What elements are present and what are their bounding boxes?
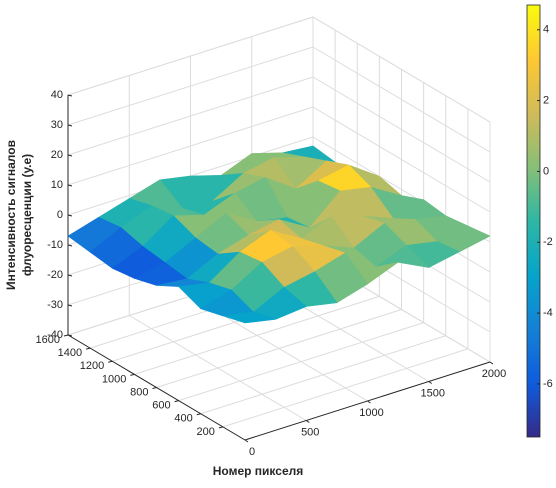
tick (174, 400, 179, 403)
colorbar-tick-label: -6 (543, 378, 553, 390)
x-axis-label: Номер пикселя (213, 464, 304, 478)
y-tick-label: 1600 (36, 334, 60, 346)
grid-line (156, 309, 402, 388)
colorbar (526, 4, 541, 438)
y-tick-label: 1400 (58, 347, 82, 359)
tick (67, 334, 73, 337)
y-tick-label: 600 (152, 400, 170, 412)
colorbar-tick-label: 0 (543, 165, 549, 177)
tick (63, 334, 69, 337)
x-tick-label: 1000 (359, 407, 383, 419)
colorbar-tick-label: 2 (543, 95, 549, 107)
grid-line (134, 295, 380, 375)
tick (67, 124, 73, 127)
z-tick-label: -40 (47, 329, 63, 341)
y-tick-label: 1200 (80, 360, 104, 372)
tick (67, 304, 73, 307)
x-tick-label: 2000 (482, 368, 506, 380)
grid-line (200, 335, 446, 415)
tick (67, 274, 73, 277)
tick (67, 154, 73, 157)
tick (67, 244, 73, 247)
tick (67, 214, 73, 217)
tick (130, 373, 135, 376)
x-tick-label: 1500 (421, 387, 445, 399)
grid-line (222, 348, 469, 428)
colorbar-tick-label: -4 (543, 307, 553, 319)
z-tick-label: -30 (47, 299, 63, 311)
grid-line (178, 322, 424, 402)
z-axis-label: Интенсивность сигналов флуоресценции (у.… (4, 140, 34, 290)
z-tick-label: -10 (47, 239, 63, 251)
tick (305, 420, 310, 423)
tick (428, 381, 433, 384)
z-axis-label-line: Интенсивность сигналов (4, 140, 18, 290)
z-tick-label: 20 (51, 149, 63, 161)
y-tick-label: 200 (197, 426, 215, 438)
tick (196, 413, 201, 416)
y-tick-label: 1000 (102, 373, 126, 385)
tick (244, 439, 249, 443)
colorbar-tick-label: -2 (543, 236, 553, 248)
surface-patch (222, 311, 276, 324)
tick (152, 387, 157, 389)
tick (218, 426, 223, 429)
z-tick-label: -20 (47, 269, 63, 281)
tick (67, 184, 73, 187)
z-axis-label-line: флуоресценции (у.е) (20, 154, 34, 276)
z-tick-label: 10 (51, 179, 63, 191)
tick (367, 400, 371, 404)
z-tick-label: 30 (51, 119, 63, 131)
z-tick-label: 40 (51, 89, 63, 101)
x-tick-label: 0 (249, 446, 255, 458)
tick (86, 347, 91, 350)
colorbar-tick-label: 4 (543, 24, 549, 36)
tick (67, 94, 73, 97)
y-tick-label: 400 (174, 413, 192, 425)
tick (489, 361, 494, 365)
tick (108, 360, 113, 363)
x-tick-label: 500 (301, 426, 319, 438)
z-tick-label: 0 (57, 209, 63, 221)
y-tick-label: 800 (130, 386, 148, 398)
